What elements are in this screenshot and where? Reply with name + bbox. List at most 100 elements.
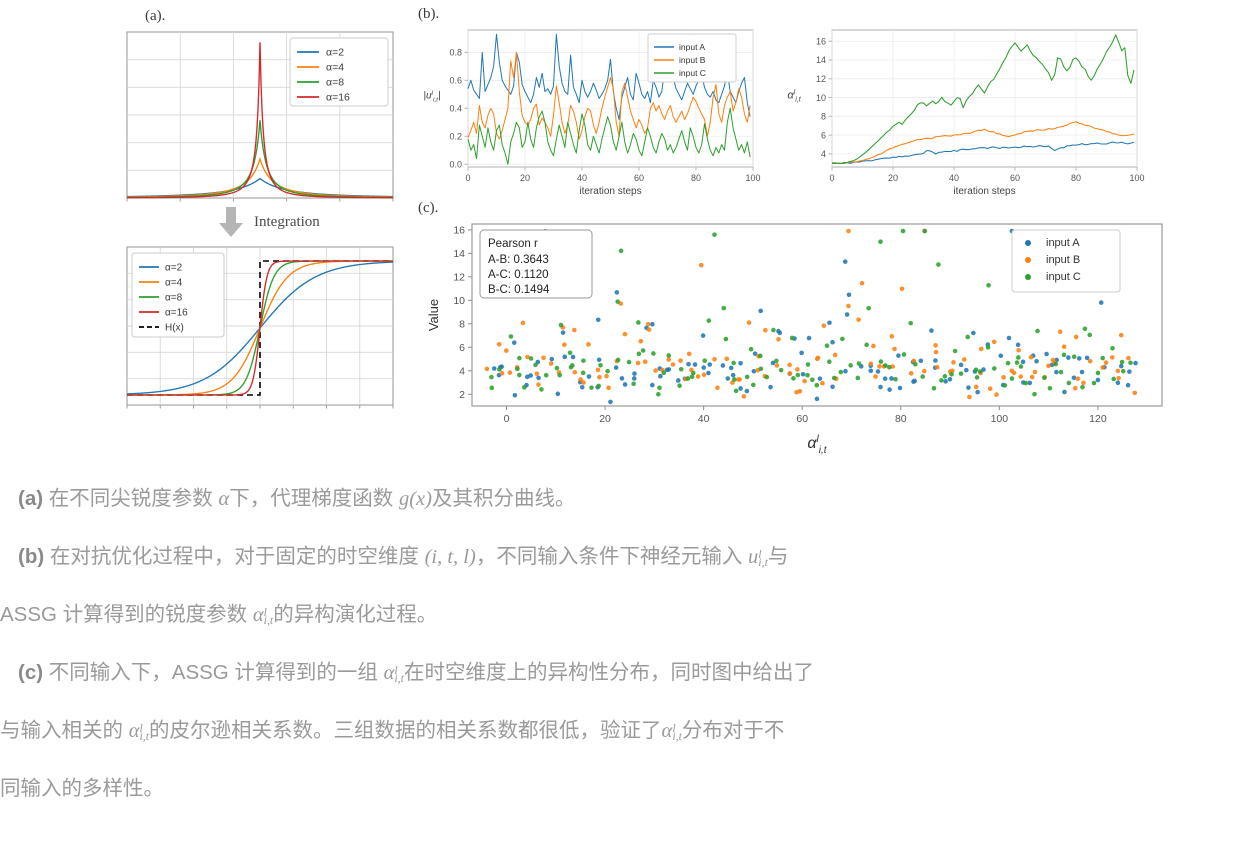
scatter-point — [838, 369, 844, 375]
scatter-point — [675, 378, 681, 383]
scatter-point — [840, 336, 845, 342]
scatter-point — [787, 362, 792, 368]
scatter-point — [815, 355, 821, 361]
scatter-point — [1023, 380, 1029, 386]
scatter-point — [973, 384, 979, 390]
panel-a-bottom-chart: α=2 α=4 α=8 α=16 H(x) — [122, 243, 398, 418]
scatter-point — [873, 374, 878, 379]
scatter-point — [1095, 370, 1101, 376]
scatter-point — [615, 299, 620, 304]
scatter-point — [638, 338, 644, 344]
scatter-point — [1075, 376, 1081, 381]
scatter-point — [966, 385, 971, 390]
scatter-point — [994, 392, 999, 397]
panel-c-chart: 0 20 40 60 80 100 120 2 4 6 8 10 12 14 16 Value αli,t Pea… — [420, 216, 1180, 461]
ytick-label: 16 — [816, 36, 826, 46]
y-axis-label: |uli,t| — [423, 90, 440, 104]
scatter-point — [797, 388, 803, 394]
scatter-point — [789, 335, 795, 341]
scatter-point — [878, 384, 883, 390]
scatter-point — [913, 361, 918, 367]
series-line-16 — [127, 260, 393, 396]
ytick-label: 14 — [816, 55, 826, 65]
scatter-point — [608, 399, 613, 405]
scatter-point — [868, 368, 874, 374]
scatter-point — [613, 365, 619, 370]
scatter-point — [507, 370, 513, 375]
legend-label: α=8 — [326, 76, 344, 88]
legend-label: input C — [679, 68, 706, 78]
ytick-label: 4 — [821, 149, 826, 159]
scatter-point — [724, 356, 730, 362]
scatter-point — [1011, 370, 1017, 376]
caption-c-text-6: 同输入的多样性。 — [0, 777, 164, 800]
xtick-label: 120 — [1089, 413, 1107, 425]
series-line-4 — [126, 156, 394, 198]
scatter-point — [1005, 360, 1011, 366]
scatter-point — [548, 361, 554, 366]
svg-text:αli,t: αli,t — [807, 434, 827, 456]
scatter-point — [689, 374, 695, 380]
scatter-point — [691, 370, 696, 376]
scatter-point — [912, 378, 917, 384]
scatter-point — [744, 388, 750, 394]
scatter-point — [618, 248, 624, 254]
scatter-point — [922, 368, 927, 374]
scatter-point — [973, 367, 979, 373]
scatter-point — [738, 360, 743, 366]
scatter-point — [1120, 368, 1126, 374]
scatter-point — [1035, 328, 1040, 334]
scatter-point — [964, 367, 969, 373]
scatter-point — [515, 366, 520, 372]
scatter-point — [846, 292, 852, 298]
scatter-point — [1061, 352, 1067, 358]
legend-label: input C — [1046, 271, 1081, 283]
panel-b-label: (b). — [418, 6, 440, 22]
ytick-label: 10 — [453, 295, 465, 307]
scatter-point — [975, 389, 980, 395]
scatter-point — [746, 320, 752, 325]
xtick-label: 20 — [888, 173, 898, 183]
xtick-label: 0 — [504, 413, 510, 425]
scatter-point — [666, 367, 672, 372]
scatter-point — [1015, 342, 1021, 348]
scatter-point — [889, 334, 895, 339]
xtick-label: 100 — [1129, 173, 1144, 183]
scatter-point — [830, 339, 835, 345]
scatter-point — [604, 373, 609, 379]
integration-arrow-group: Integration — [218, 205, 320, 239]
caption-a-text-1: 在不同尖锐度参数 — [48, 487, 213, 510]
scatter-point — [758, 353, 763, 359]
scatter-point — [640, 348, 646, 353]
scatter-point — [731, 360, 736, 366]
legend-label: α=4 — [326, 61, 344, 73]
ytick-label: 14 — [453, 248, 465, 260]
scatter-point — [533, 362, 538, 368]
scatter-point — [843, 368, 848, 374]
scatter-point — [619, 376, 625, 381]
scatter-point — [866, 305, 871, 311]
scatter-point — [1125, 382, 1131, 388]
scatter-point — [656, 392, 661, 397]
caption-c-text-1: 不同输入下，ASSG 计算得到的一组 — [48, 661, 378, 684]
scatter-point — [677, 383, 682, 388]
caption-b-text-4: ASSG 计算得到的锐度参数 — [0, 603, 248, 626]
scatter-point — [1058, 369, 1064, 375]
scatter-point — [1066, 355, 1071, 360]
scatter-point — [1071, 354, 1077, 359]
scatter-point — [666, 357, 672, 362]
ytick-label: 12 — [816, 74, 826, 84]
scatter-point — [958, 362, 964, 368]
series-line-input-A — [831, 141, 1135, 165]
caption-b-text-3: 与 — [767, 545, 789, 568]
caption-line-b2: ASSG 计算得到的锐度参数 α l i,t 的异构演化过程。 — [0, 586, 437, 644]
scatter-point — [763, 327, 768, 333]
scatter-point — [736, 377, 741, 382]
xtick-label: 40 — [949, 173, 959, 183]
legend-label: H(x) — [165, 322, 184, 333]
xtick-label: 0 — [829, 173, 834, 183]
scatter-point — [1133, 360, 1138, 366]
pearson-row-1: A-C: 0.1120 — [488, 269, 549, 281]
xtick-label: 60 — [796, 413, 808, 425]
xtick-label: 100 — [991, 413, 1009, 425]
